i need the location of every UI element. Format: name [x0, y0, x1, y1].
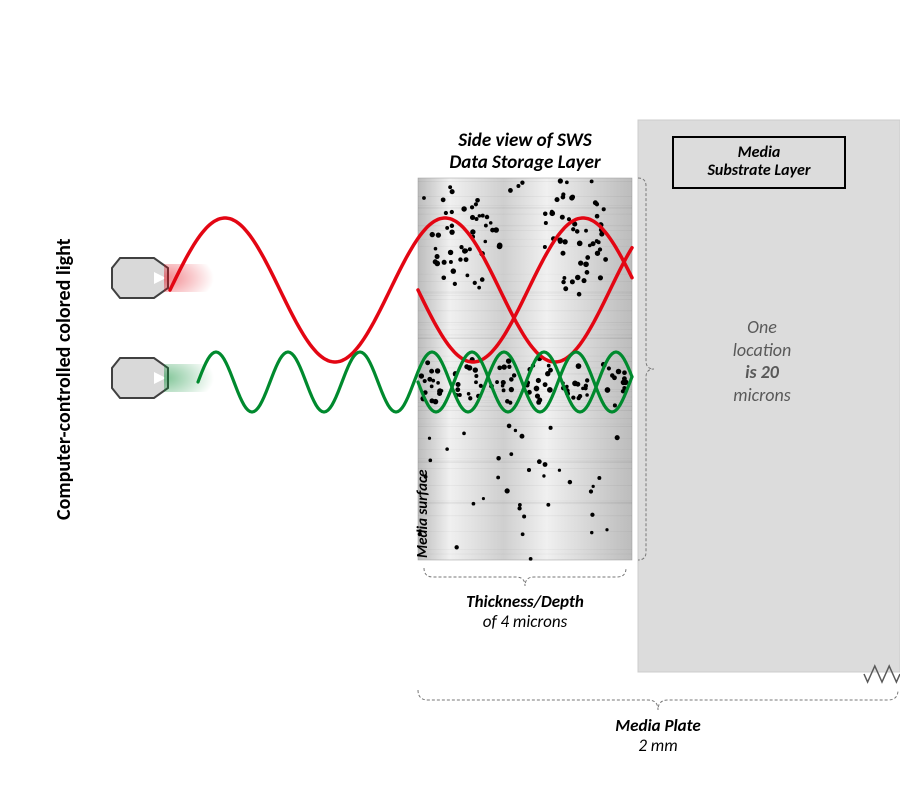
label-media-surface: Media surface: [414, 470, 432, 559]
right-line1: One: [702, 316, 822, 339]
storage-layer-title: Side view of SWS Data Storage Layer: [418, 130, 632, 174]
right-line4: microns: [702, 384, 822, 407]
title-line1: Side view of SWS: [418, 130, 632, 152]
right-line2: location: [702, 339, 822, 362]
zigzag-break-icon: [864, 666, 900, 682]
substrate-box-line2: Substrate Layer: [684, 162, 834, 180]
plate-caption: Media Plate 2 mm: [418, 716, 898, 757]
brace-horizontal: [418, 690, 898, 710]
thickness-line2: of 4 microns: [418, 612, 632, 632]
right-line3: is 20: [745, 361, 779, 383]
brace-vertical: [638, 178, 654, 560]
thickness-line1: Thickness/Depth: [418, 592, 632, 612]
diagram-stage: Computer-controlled colored light Side v…: [0, 0, 900, 792]
right-dimension-text: One location is 20 microns: [702, 316, 822, 406]
brace-horizontal: [424, 568, 626, 586]
thickness-caption: Thickness/Depth of 4 microns: [418, 592, 632, 633]
title-line2: Data Storage Layer: [418, 152, 632, 174]
plate-line1: Media Plate: [418, 716, 898, 736]
substrate-box: Media Substrate Layer: [672, 136, 846, 189]
plate-line2: 2 mm: [418, 736, 898, 756]
substrate-box-line1: Media: [684, 144, 834, 162]
